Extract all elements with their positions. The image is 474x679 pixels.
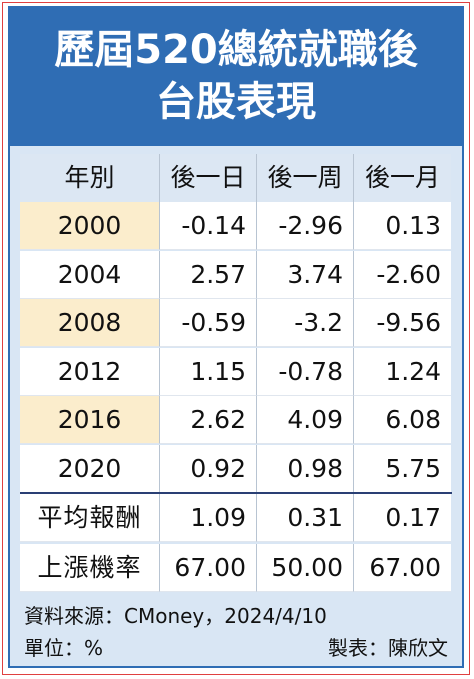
cell: 1.09	[160, 494, 257, 542]
cell: 後一周	[257, 154, 354, 202]
table-row: 年別 後一日 後一周 後一月	[20, 154, 452, 202]
table-row: 2020 0.92 0.98 5.75	[20, 444, 452, 493]
footer: 資料來源：CMoney，2024/4/10 單位：% 製表：陳欣文	[20, 594, 452, 662]
cell: 2.57	[160, 250, 257, 299]
title-line: 歷屆520總統就職後	[54, 27, 418, 73]
row-label: 2008	[20, 299, 160, 347]
table-row: 2016 2.62 4.09 6.08	[20, 396, 452, 444]
cell: 1.24	[354, 347, 451, 396]
table-row: 平均報酬 1.09 0.31 0.17	[20, 494, 452, 542]
row-label: 平均報酬	[20, 494, 160, 542]
cell: 0.31	[257, 494, 354, 542]
card: 歷屆520總統就職後 台股表現 年別 後一日 後一周 後一月 2000 -0.14 -2.9…	[8, 6, 464, 668]
row-label: 2004	[20, 250, 160, 299]
cell: 0.13	[354, 202, 451, 250]
cell: 1.15	[160, 347, 257, 396]
title-line: 台股表現	[156, 79, 316, 125]
cell: 0.98	[257, 444, 354, 493]
table-row: 2008 -0.59 -3.2 -9.56	[20, 299, 452, 347]
row-label: 年別	[20, 154, 160, 202]
cell: -0.59	[160, 299, 257, 347]
table-row: 2000 -0.14 -2.96 0.13	[20, 202, 452, 250]
title-banner: 歷屆520總統就職後 台股表現	[10, 8, 462, 146]
table-row: 2012 1.15 -0.78 1.24	[20, 347, 452, 396]
cell: -3.2	[257, 299, 354, 347]
row-label: 2000	[20, 202, 160, 250]
cell: -2.60	[354, 250, 451, 299]
row-label: 上漲機率	[20, 544, 160, 592]
unit: 單位：%	[24, 636, 104, 660]
table-row: 上漲機率 67.00 50.00 67.00	[20, 544, 452, 592]
row-label: 2020	[20, 444, 160, 493]
cell: 50.00	[257, 544, 354, 592]
cell: 後一月	[354, 154, 451, 202]
cell: 67.00	[354, 544, 451, 592]
cell: 3.74	[257, 250, 354, 299]
frame	[2, 2, 470, 675]
divider	[20, 492, 452, 494]
row-label: 2012	[20, 347, 160, 396]
cell: 後一日	[160, 154, 257, 202]
cell: 6.08	[354, 396, 451, 444]
author: 製表：陳欣文	[328, 636, 448, 660]
source: 資料來源：CMoney，2024/4/10	[24, 604, 327, 628]
cell: 2.62	[160, 396, 257, 444]
cell: -2.96	[257, 202, 354, 250]
row-label: 2016	[20, 396, 160, 444]
cell: -9.56	[354, 299, 451, 347]
cell: -0.78	[257, 347, 354, 396]
cell: -0.14	[160, 202, 257, 250]
table-row: 2004 2.57 3.74 -2.60	[20, 250, 452, 299]
cell: 4.09	[257, 396, 354, 444]
cell: 5.75	[354, 444, 451, 493]
cell: 67.00	[160, 544, 257, 592]
cell: 0.92	[160, 444, 257, 493]
cell: 0.17	[354, 494, 451, 542]
